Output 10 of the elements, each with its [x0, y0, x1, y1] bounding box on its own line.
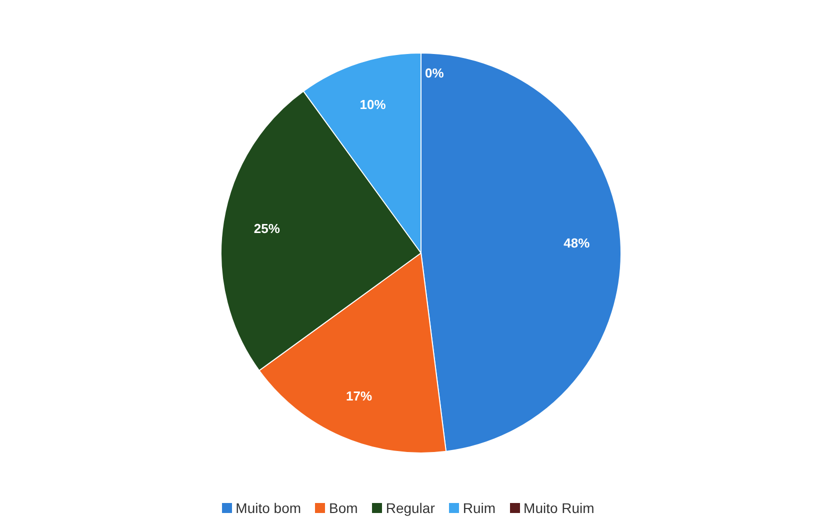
data-label: 48%: [564, 236, 590, 251]
data-label: 25%: [254, 221, 280, 236]
legend-label: Muito Ruim: [522, 500, 594, 516]
text: 0%: [425, 66, 444, 80]
data-label: 17%: [346, 388, 372, 404]
legend-label: Bom: [328, 500, 358, 516]
legend-label: Regular: [384, 500, 435, 516]
legend-label: Muito bom: [234, 500, 302, 516]
data-label: 10%: [360, 97, 386, 112]
legend-label: Ruim: [462, 500, 496, 516]
